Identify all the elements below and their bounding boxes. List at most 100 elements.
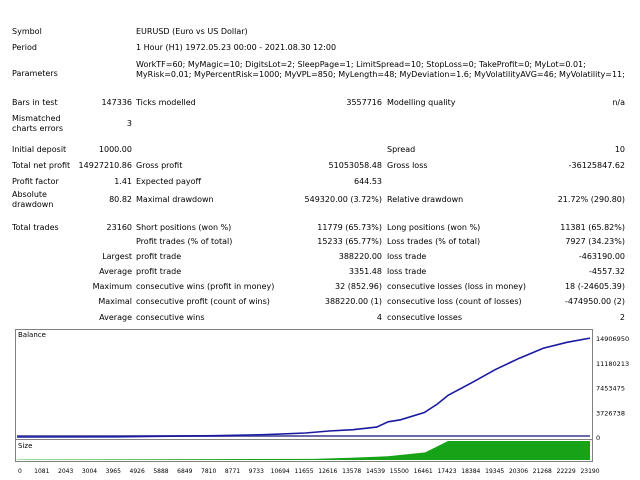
- quality-label: Modelling quality: [387, 98, 456, 107]
- grossprofit-value: 51053058.48: [328, 161, 382, 170]
- deposit-value: 1000.00: [98, 145, 132, 154]
- short-value: 11779 (65.73%): [317, 223, 382, 232]
- parameters-value: WorkTF=60; MyMagic=10; DigitsLot=2; Slee…: [136, 60, 625, 79]
- y-tick-label: 14906950: [596, 335, 629, 343]
- x-tick-label: 19345: [485, 468, 504, 475]
- ptrades-value: 15233 (65.77%): [317, 237, 382, 246]
- size-label: Size: [18, 442, 32, 450]
- deposit-label: Initial deposit: [12, 145, 67, 154]
- grossloss-label: Gross loss: [387, 161, 428, 170]
- ticks-label: Ticks modelled: [136, 98, 196, 107]
- expected-label: Expected payoff: [136, 177, 201, 186]
- short-label: Short positions (won %): [136, 223, 232, 232]
- bars-label: Bars in test: [12, 98, 58, 107]
- maximal-cp-label: consecutive profit (count of wins): [136, 297, 270, 306]
- pf-value: 1.41: [114, 177, 132, 186]
- largest-label: Largest: [102, 252, 132, 261]
- x-tick-label: 9733: [249, 468, 264, 475]
- spread-value: 10: [614, 145, 625, 154]
- y-tick-label: 7453475: [596, 385, 625, 393]
- y-tick-label: 3726738: [596, 409, 625, 417]
- x-tick-label: 14539: [366, 468, 385, 475]
- trades-value: 23160: [106, 223, 132, 232]
- size-histogram: [17, 441, 590, 460]
- pf-label: Profit factor: [12, 177, 59, 186]
- avg-cl-value: 2: [619, 313, 625, 322]
- mismatch-label-2: charts errors: [12, 124, 64, 133]
- x-tick-label: 17423: [437, 468, 456, 475]
- maximal-label: Maximal: [98, 297, 132, 306]
- average-loss-value: -4557.32: [589, 267, 625, 276]
- x-tick-label: 21268: [533, 468, 552, 475]
- y-tick-label: 0: [596, 434, 600, 442]
- y-axis-ticks: 14906950 11180213 7453475 3726738 0: [596, 335, 629, 442]
- grossloss-value: -36125847.62: [568, 161, 625, 170]
- balance-panel: [15, 329, 593, 440]
- parameters-label: Parameters: [12, 69, 58, 78]
- balance-line: [16, 337, 591, 438]
- x-tick-label: 10694: [271, 468, 290, 475]
- x-tick-label: 23190: [580, 468, 599, 475]
- max-cl-value: 18 (-24605.39): [564, 282, 625, 291]
- ltrades-label: Loss trades (% of total): [387, 237, 481, 246]
- x-tick-label: 6849: [177, 468, 192, 475]
- average-label: Average: [99, 267, 132, 276]
- maximal-cl-value: -474950.00 (2): [564, 297, 625, 306]
- largest-profit-value: 388220.00: [338, 252, 382, 261]
- mismatch-value: 3: [126, 119, 132, 128]
- maximal-cp-value: 388220.00 (1): [324, 297, 382, 306]
- absdd-label-1: Absolute: [12, 190, 47, 199]
- x-tick-label: 3004: [82, 468, 97, 475]
- balance-baseline: [17, 435, 590, 437]
- period-label: Period: [12, 43, 37, 52]
- maximal-cl-label: consecutive loss (count of losses): [387, 297, 522, 306]
- period-value: 1 Hour (H1) 1972.05.23 00:00 - 2021.08.3…: [136, 43, 337, 52]
- grossprofit-label: Gross profit: [136, 161, 183, 170]
- max-cw-label: consecutive wins (profit in money): [136, 282, 275, 291]
- maximum-label: Maximum: [92, 282, 132, 291]
- mismatch-label-1: Mismatched: [12, 114, 61, 123]
- x-tick-label: 4926: [130, 468, 145, 475]
- reldd-value: 21.72% (290.80): [557, 195, 625, 204]
- x-tick-label: 1081: [34, 468, 49, 475]
- netprofit-label: Total net profit: [12, 161, 71, 170]
- x-tick-label: 5888: [153, 468, 168, 475]
- x-tick-label: 20306: [509, 468, 528, 475]
- x-tick-label: 11655: [294, 468, 313, 475]
- x-tick-label: 13578: [342, 468, 361, 475]
- largest-profit-label: profit trade: [136, 252, 182, 261]
- symbol-label: Symbol: [12, 27, 42, 36]
- absdd-value: 80.82: [109, 195, 132, 204]
- ticks-value: 3557716: [346, 98, 382, 107]
- x-tick-label: 3965: [106, 468, 121, 475]
- x-tick-label: 8771: [225, 468, 240, 475]
- y-tick-label: 11180213: [596, 360, 629, 368]
- x-axis-ticks: 0 1081 2043 3004 3965 4926 5888 6849 7810 8771 973…: [18, 468, 600, 475]
- avg-cw-value: 4: [376, 313, 382, 322]
- reldd-label: Relative drawdown: [387, 195, 464, 204]
- x-tick-label: 18384: [461, 468, 480, 475]
- symbol-value: EURUSD (Euro vs US Dollar): [136, 27, 248, 36]
- size-area: [17, 441, 590, 460]
- x-tick-label: 16461: [414, 468, 433, 475]
- max-cl-label: consecutive losses (loss in money): [387, 282, 527, 291]
- avg-cl-label: consecutive losses: [387, 313, 463, 322]
- absdd-label-2: drawdown: [12, 200, 54, 209]
- x-tick-label: 22229: [557, 468, 576, 475]
- long-value: 11381 (65.82%): [560, 223, 625, 232]
- max-cw-value: 32 (852.96): [335, 282, 382, 291]
- x-tick-label: 7810: [201, 468, 216, 475]
- x-tick-label: 15500: [390, 468, 409, 475]
- expected-value: 644.53: [354, 177, 382, 186]
- average-profit-value: 3351.48: [348, 267, 382, 276]
- x-tick-label: 2043: [58, 468, 73, 475]
- largest-loss-label: loss trade: [387, 252, 427, 261]
- bars-value: 147336: [101, 98, 132, 107]
- trades-label: Total trades: [12, 223, 59, 232]
- spread-label: Spread: [387, 145, 416, 154]
- largest-loss-value: -463190.00: [578, 252, 625, 261]
- ptrades-label: Profit trades (% of total): [136, 237, 233, 246]
- average-loss-label: loss trade: [387, 267, 427, 276]
- average2-label: Average: [99, 313, 132, 322]
- x-tick-label: 0: [18, 468, 22, 475]
